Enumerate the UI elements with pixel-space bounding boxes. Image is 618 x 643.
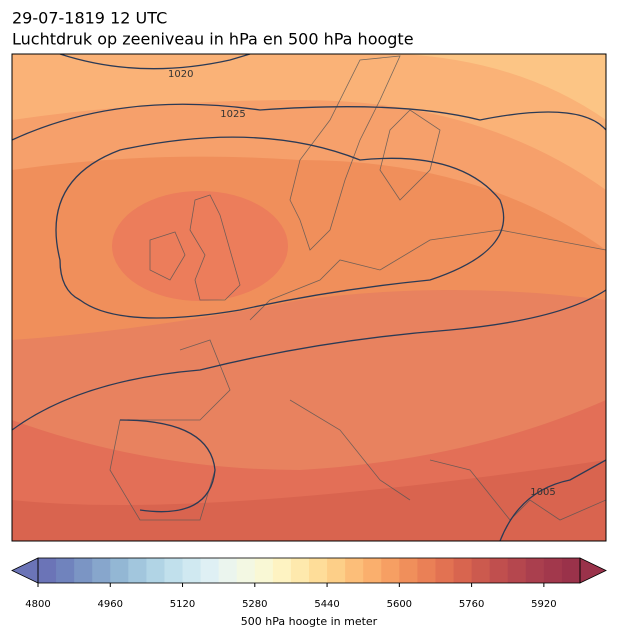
colorbar-extend-low: [11, 557, 39, 584]
colorbar-band: [56, 558, 75, 583]
colorbar-band: [345, 558, 364, 583]
colorbar-band: [272, 558, 292, 583]
colorbar-tick-label: 4960: [98, 599, 123, 610]
colorbar-band: [471, 558, 491, 583]
map: 1020 1025 1005: [12, 54, 606, 541]
height-band: [12, 54, 606, 120]
colorbar-band: [561, 558, 581, 583]
colorbar-tick-label: 5760: [459, 599, 484, 610]
colorbar-band: [110, 558, 129, 583]
colorbar-frame: [37, 557, 581, 584]
colorbar-band: [290, 558, 310, 583]
colorbar-band: [327, 558, 346, 583]
colorbar-extend-high: [579, 557, 607, 584]
colorbar-band: [417, 558, 436, 583]
height-band: [12, 460, 606, 541]
colorbar-band: [399, 558, 418, 583]
colorbar-band: [92, 558, 111, 583]
colorbar-band: [218, 558, 238, 583]
colorbar-band: [489, 558, 509, 583]
colorbar-band: [236, 558, 256, 583]
colorbar-band: [38, 558, 57, 583]
colorbar-band: [128, 558, 147, 583]
colorbar-band: [200, 558, 220, 583]
colorbar-band: [74, 558, 93, 583]
colorbar-band: [543, 558, 563, 583]
isobars: [12, 54, 606, 541]
colorbar-band: [182, 558, 202, 583]
colorbar-band: [381, 558, 400, 583]
colorbar-band: [507, 558, 527, 583]
colorbar-band: [525, 558, 545, 583]
colorbar-tick-label: 5920: [531, 599, 556, 610]
colorbar-label: 500 hPa hoogte in meter: [241, 615, 378, 628]
map-frame: [11, 53, 607, 542]
subtitle: Luchtdruk op zeeniveau in hPa en 500 hPa…: [12, 30, 414, 49]
colorbar-tick-label: 5600: [387, 599, 412, 610]
colorbar-band: [146, 558, 165, 583]
coastlines: [109, 55, 606, 521]
colorbar-band: [453, 558, 473, 583]
title: 29-07-1819 12 UTC: [12, 9, 167, 28]
contour-label: 1005: [530, 487, 555, 498]
colorbar-band: [254, 558, 274, 583]
colorbar-tick-label: 5280: [242, 599, 267, 610]
colorbar-band: [435, 558, 455, 583]
colorbar-tick-label: 5120: [170, 599, 195, 610]
colorbar-band: [309, 558, 328, 583]
contour-label: 1025: [220, 109, 245, 120]
colorbar-band: [363, 558, 382, 583]
colorbar: 4800 4960 5120 5280 5440 5600 5760 5920: [11, 557, 607, 610]
contour-label: 1020: [168, 69, 193, 80]
height-band: [12, 54, 606, 190]
colorbar-band: [164, 558, 184, 583]
colorbar-tick-label: 4800: [25, 599, 50, 610]
colorbar-tick-label: 5440: [314, 599, 339, 610]
